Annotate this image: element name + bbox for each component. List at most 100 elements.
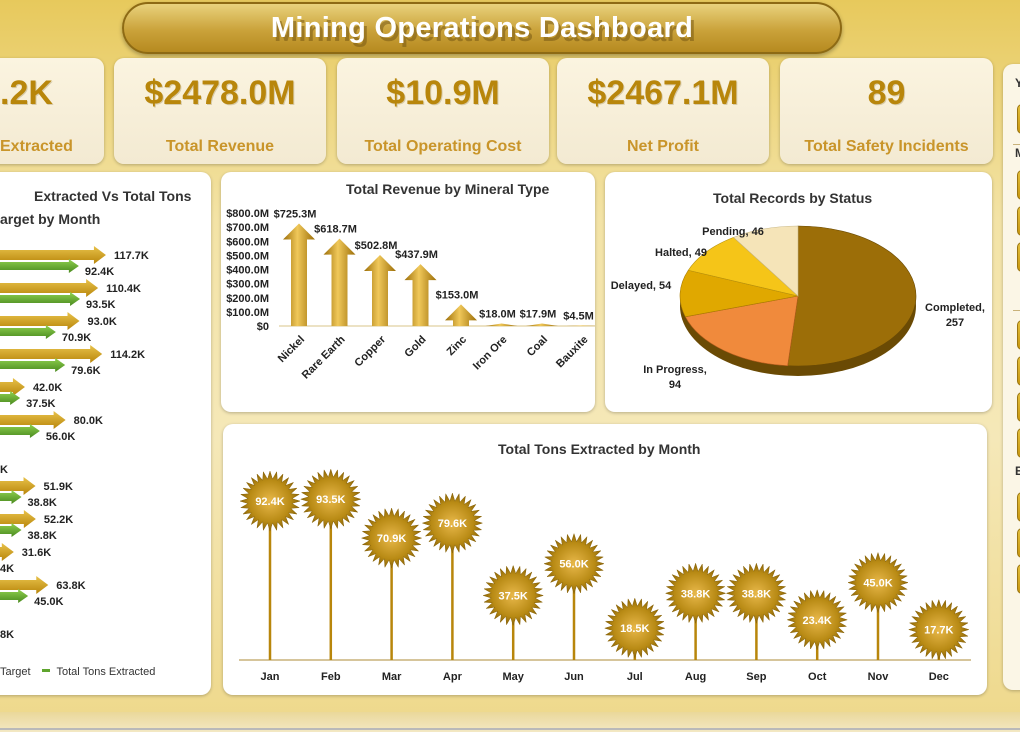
x-tick-label: Sep: [746, 671, 766, 683]
target-label: 114.2K: [110, 349, 145, 361]
x-tick-label: Feb: [321, 671, 341, 683]
extracted-label: 79.6K: [71, 365, 100, 377]
sunburst-marker: [360, 507, 423, 569]
y-tick-label: $0: [257, 321, 269, 333]
pie-slice: [732, 225, 799, 297]
kpi-value: 89: [867, 74, 906, 112]
data-label: 18.5K: [620, 623, 649, 635]
kpi-value: $2467.1M: [587, 74, 739, 112]
extracted-label: 38.8K: [28, 497, 57, 509]
kpi-card-tons-extracted: .2K Extracted: [0, 58, 104, 164]
revenue-column: [283, 223, 315, 326]
sunburst-marker: [603, 597, 666, 660]
slicer-divider: [1013, 144, 1020, 145]
x-tick-label: Gold: [402, 334, 428, 360]
target-label: 51.9K: [44, 481, 73, 493]
revenue-by-mineral-panel: Total Revenue by Mineral Type $800.0M $70…: [221, 172, 595, 412]
x-tick-label: Mar: [382, 671, 402, 683]
legend-swatch-green: [41, 669, 50, 672]
data-label: $4.5M: [563, 310, 594, 322]
extracted-arrow: [0, 523, 22, 537]
revenue-by-mineral-chart: $800.0M $700.0M $600.0M $500.0M $400.0M $300.…: [226, 208, 595, 381]
kpi-card-total-safety-incidents: 89 Total Safety Incidents: [780, 58, 993, 164]
data-label: 23.4K: [803, 615, 832, 627]
extracted-label: 38.8K: [28, 530, 57, 542]
data-label: 17.7K: [924, 625, 953, 637]
pie-label-category: Completed,: [925, 302, 985, 314]
sunburst-marker: [725, 562, 788, 625]
extracted-label: K: [0, 464, 8, 476]
target-label: 42.0K: [33, 382, 62, 394]
extracted-arrow: [0, 325, 56, 339]
pie-slice: [787, 225, 917, 367]
tons-by-month-panel: Total Tons Extracted by Month 92.4K Jan 93…: [223, 424, 987, 695]
target-arrow: [0, 378, 25, 396]
target-arrow: [0, 576, 49, 594]
sunburst-marker: [543, 532, 605, 595]
x-tick-label: Coal: [525, 334, 550, 359]
revenue-column: [566, 325, 595, 326]
x-tick-label: Copper: [352, 333, 388, 369]
pie-label: Pending, 46: [702, 226, 764, 238]
target-label: 117.7K: [114, 250, 149, 262]
extracted-arrow: [0, 490, 22, 504]
kpi-value: .2K: [0, 74, 53, 112]
slicer-header-month: M: [1015, 146, 1020, 160]
target-arrow: [0, 246, 106, 264]
pie-slice: [687, 237, 800, 297]
sunburst-marker: [299, 468, 362, 531]
extracted-arrow: [0, 391, 21, 405]
kpi-value: $2478.0M: [144, 74, 296, 112]
data-label: 38.8K: [742, 588, 771, 600]
dashboard-title-bar: Mining Operations Dashboard: [122, 2, 842, 54]
extracted-label: 8K: [0, 629, 14, 641]
chart-title: Total Tons Extracted by Month: [498, 441, 701, 457]
kpi-label: Extracted: [0, 138, 73, 155]
y-tick-label: $600.0M: [226, 236, 269, 248]
extracted-arrow: [0, 259, 79, 273]
data-label: $725.3M: [274, 209, 317, 221]
data-label: 37.5K: [499, 591, 528, 603]
extracted-label: 45.0K: [34, 596, 63, 608]
x-tick-label: Jul: [627, 671, 643, 683]
dashboard-title: Mining Operations Dashboard: [270, 11, 694, 44]
extracted-label: 92.4K: [85, 266, 114, 278]
x-tick-label: Aug: [685, 671, 706, 683]
sunburst-marker: [847, 551, 909, 614]
kpi-card-total-revenue: $2478.0M Total Revenue: [114, 58, 326, 164]
pie-label-value: 94: [669, 379, 682, 391]
data-label: $502.8M: [355, 240, 398, 252]
target-arrow: [0, 279, 99, 297]
revenue-column: [404, 264, 437, 326]
target-arrow: [0, 510, 36, 528]
target-label: 52.2K: [44, 514, 73, 526]
kpi-label: Total Safety Incidents: [804, 138, 969, 155]
extracted-vs-target-panel: Extracted Vs Total Tons arget by Month 1…: [0, 172, 211, 695]
target-arrow: [0, 312, 80, 330]
revenue-column: [364, 254, 396, 326]
slicer-header-equipment: E: [1015, 464, 1020, 478]
chart-title: Total Records by Status: [713, 190, 873, 206]
sunburst-marker: [482, 564, 545, 627]
extracted-arrow: [0, 292, 81, 306]
chart-subtitle: arget by Month: [0, 211, 101, 227]
kpi-card-total-operating-cost: $10.9M Total Operating Cost: [337, 58, 549, 164]
pie-label-value: 257: [946, 317, 964, 329]
x-tick-label: Jan: [261, 671, 280, 683]
kpi-value: $10.9M: [386, 74, 500, 112]
target-arrow: [0, 411, 66, 429]
y-tick-label: $300.0M: [226, 279, 269, 291]
data-label: 93.5K: [316, 494, 345, 506]
sheet-bottom-strip: [0, 712, 1020, 732]
target-arrow: [0, 345, 103, 363]
target-label: 80.0K: [74, 415, 103, 427]
y-tick-label: $100.0M: [226, 307, 269, 319]
revenue-column: [526, 323, 558, 326]
slicer-panel: Y M E: [1003, 64, 1020, 690]
extracted-label: 4K: [0, 563, 14, 575]
chart-legend: Target Total Tons Extracted: [0, 666, 155, 678]
target-label: 110.4K: [106, 283, 141, 295]
extracted-arrow: [0, 358, 66, 372]
target-label: 93.0K: [88, 316, 117, 328]
kpi-card-net-profit: $2467.1M Net Profit: [557, 58, 769, 164]
